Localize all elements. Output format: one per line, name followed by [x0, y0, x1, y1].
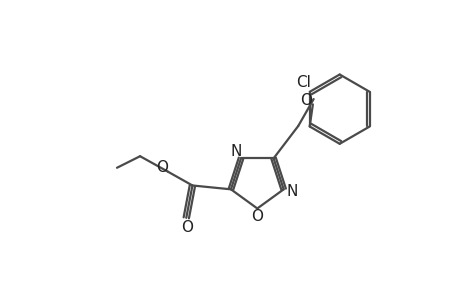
Text: N: N	[230, 144, 241, 159]
Text: N: N	[286, 184, 297, 200]
Text: Cl: Cl	[296, 75, 310, 90]
Text: O: O	[155, 160, 167, 175]
Text: O: O	[251, 209, 263, 224]
Text: O: O	[299, 93, 311, 108]
Text: O: O	[181, 220, 193, 235]
